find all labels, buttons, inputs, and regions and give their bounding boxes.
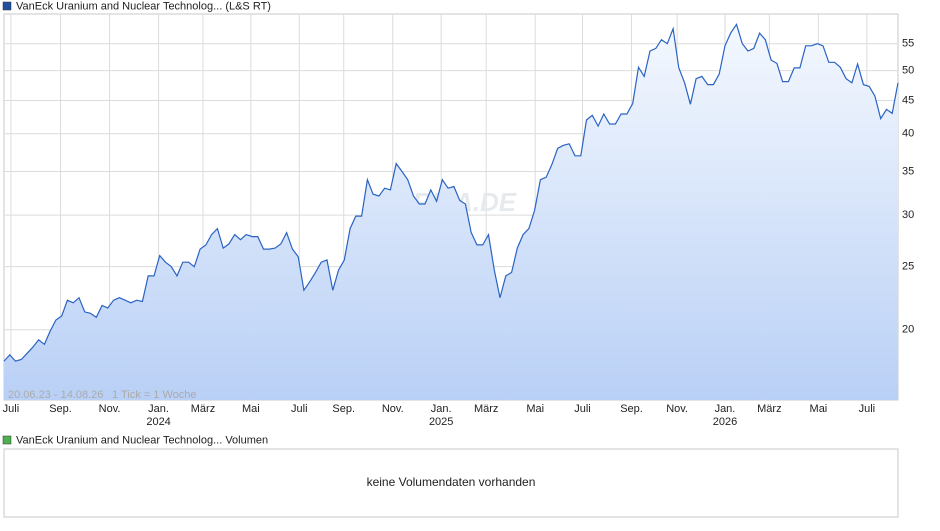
tick-text: 1 Tick = 1 Woche (112, 389, 196, 401)
y-tick-label: 25 (902, 261, 914, 273)
y-tick-label: 40 (902, 128, 914, 140)
range-text: 20.06.23 - 14.08.26 (8, 389, 103, 401)
y-tick-label: 30 (902, 209, 914, 221)
x-tick-label: Sep. (332, 403, 355, 415)
empty-message: keine Volumendaten vorhanden (367, 475, 536, 489)
legend-text: VanEck Uranium and Nuclear Technolog... … (16, 434, 268, 446)
year-label: 2024 (146, 416, 170, 428)
x-tick-label: Nov. (99, 403, 121, 415)
x-tick-label: Nov. (382, 403, 404, 415)
y-tick-label: 35 (902, 165, 914, 177)
x-tick-label: Jan. (431, 403, 452, 415)
x-tick-label: Juli (3, 403, 20, 415)
y-tick-label: 50 (902, 65, 914, 77)
legend-text: VanEck Uranium and Nuclear Technolog... … (16, 0, 271, 12)
x-tick-label: Juli (291, 403, 308, 415)
area-fill (4, 24, 898, 401)
x-tick-label: Sep. (620, 403, 643, 415)
x-tick-label: Juli (859, 403, 876, 415)
x-tick-label: Mai (526, 403, 544, 415)
y-tick-label: 55 (902, 38, 914, 50)
x-tick-label: Jan. (148, 403, 169, 415)
x-tick-label: Jan. (715, 403, 736, 415)
price-line (3, 23, 899, 362)
x-tick-label: März (757, 403, 781, 415)
y-tick-label: 20 (902, 324, 914, 336)
x-tick-label: Juli (574, 403, 591, 415)
year-label: 2025 (429, 416, 453, 428)
year-label: 2026 (713, 416, 737, 428)
x-tick-label: März (191, 403, 215, 415)
volume-frame (3, 448, 899, 518)
y-tick-label: 45 (902, 94, 914, 106)
x-tick-label: Mai (242, 403, 260, 415)
x-tick-label: Nov. (666, 403, 688, 415)
legend-swatch (2, 435, 12, 445)
x-tick-label: Mai (810, 403, 828, 415)
x-tick-label: März (474, 403, 498, 415)
x-tick-label: Sep. (49, 403, 72, 415)
legend-swatch (2, 1, 12, 11)
